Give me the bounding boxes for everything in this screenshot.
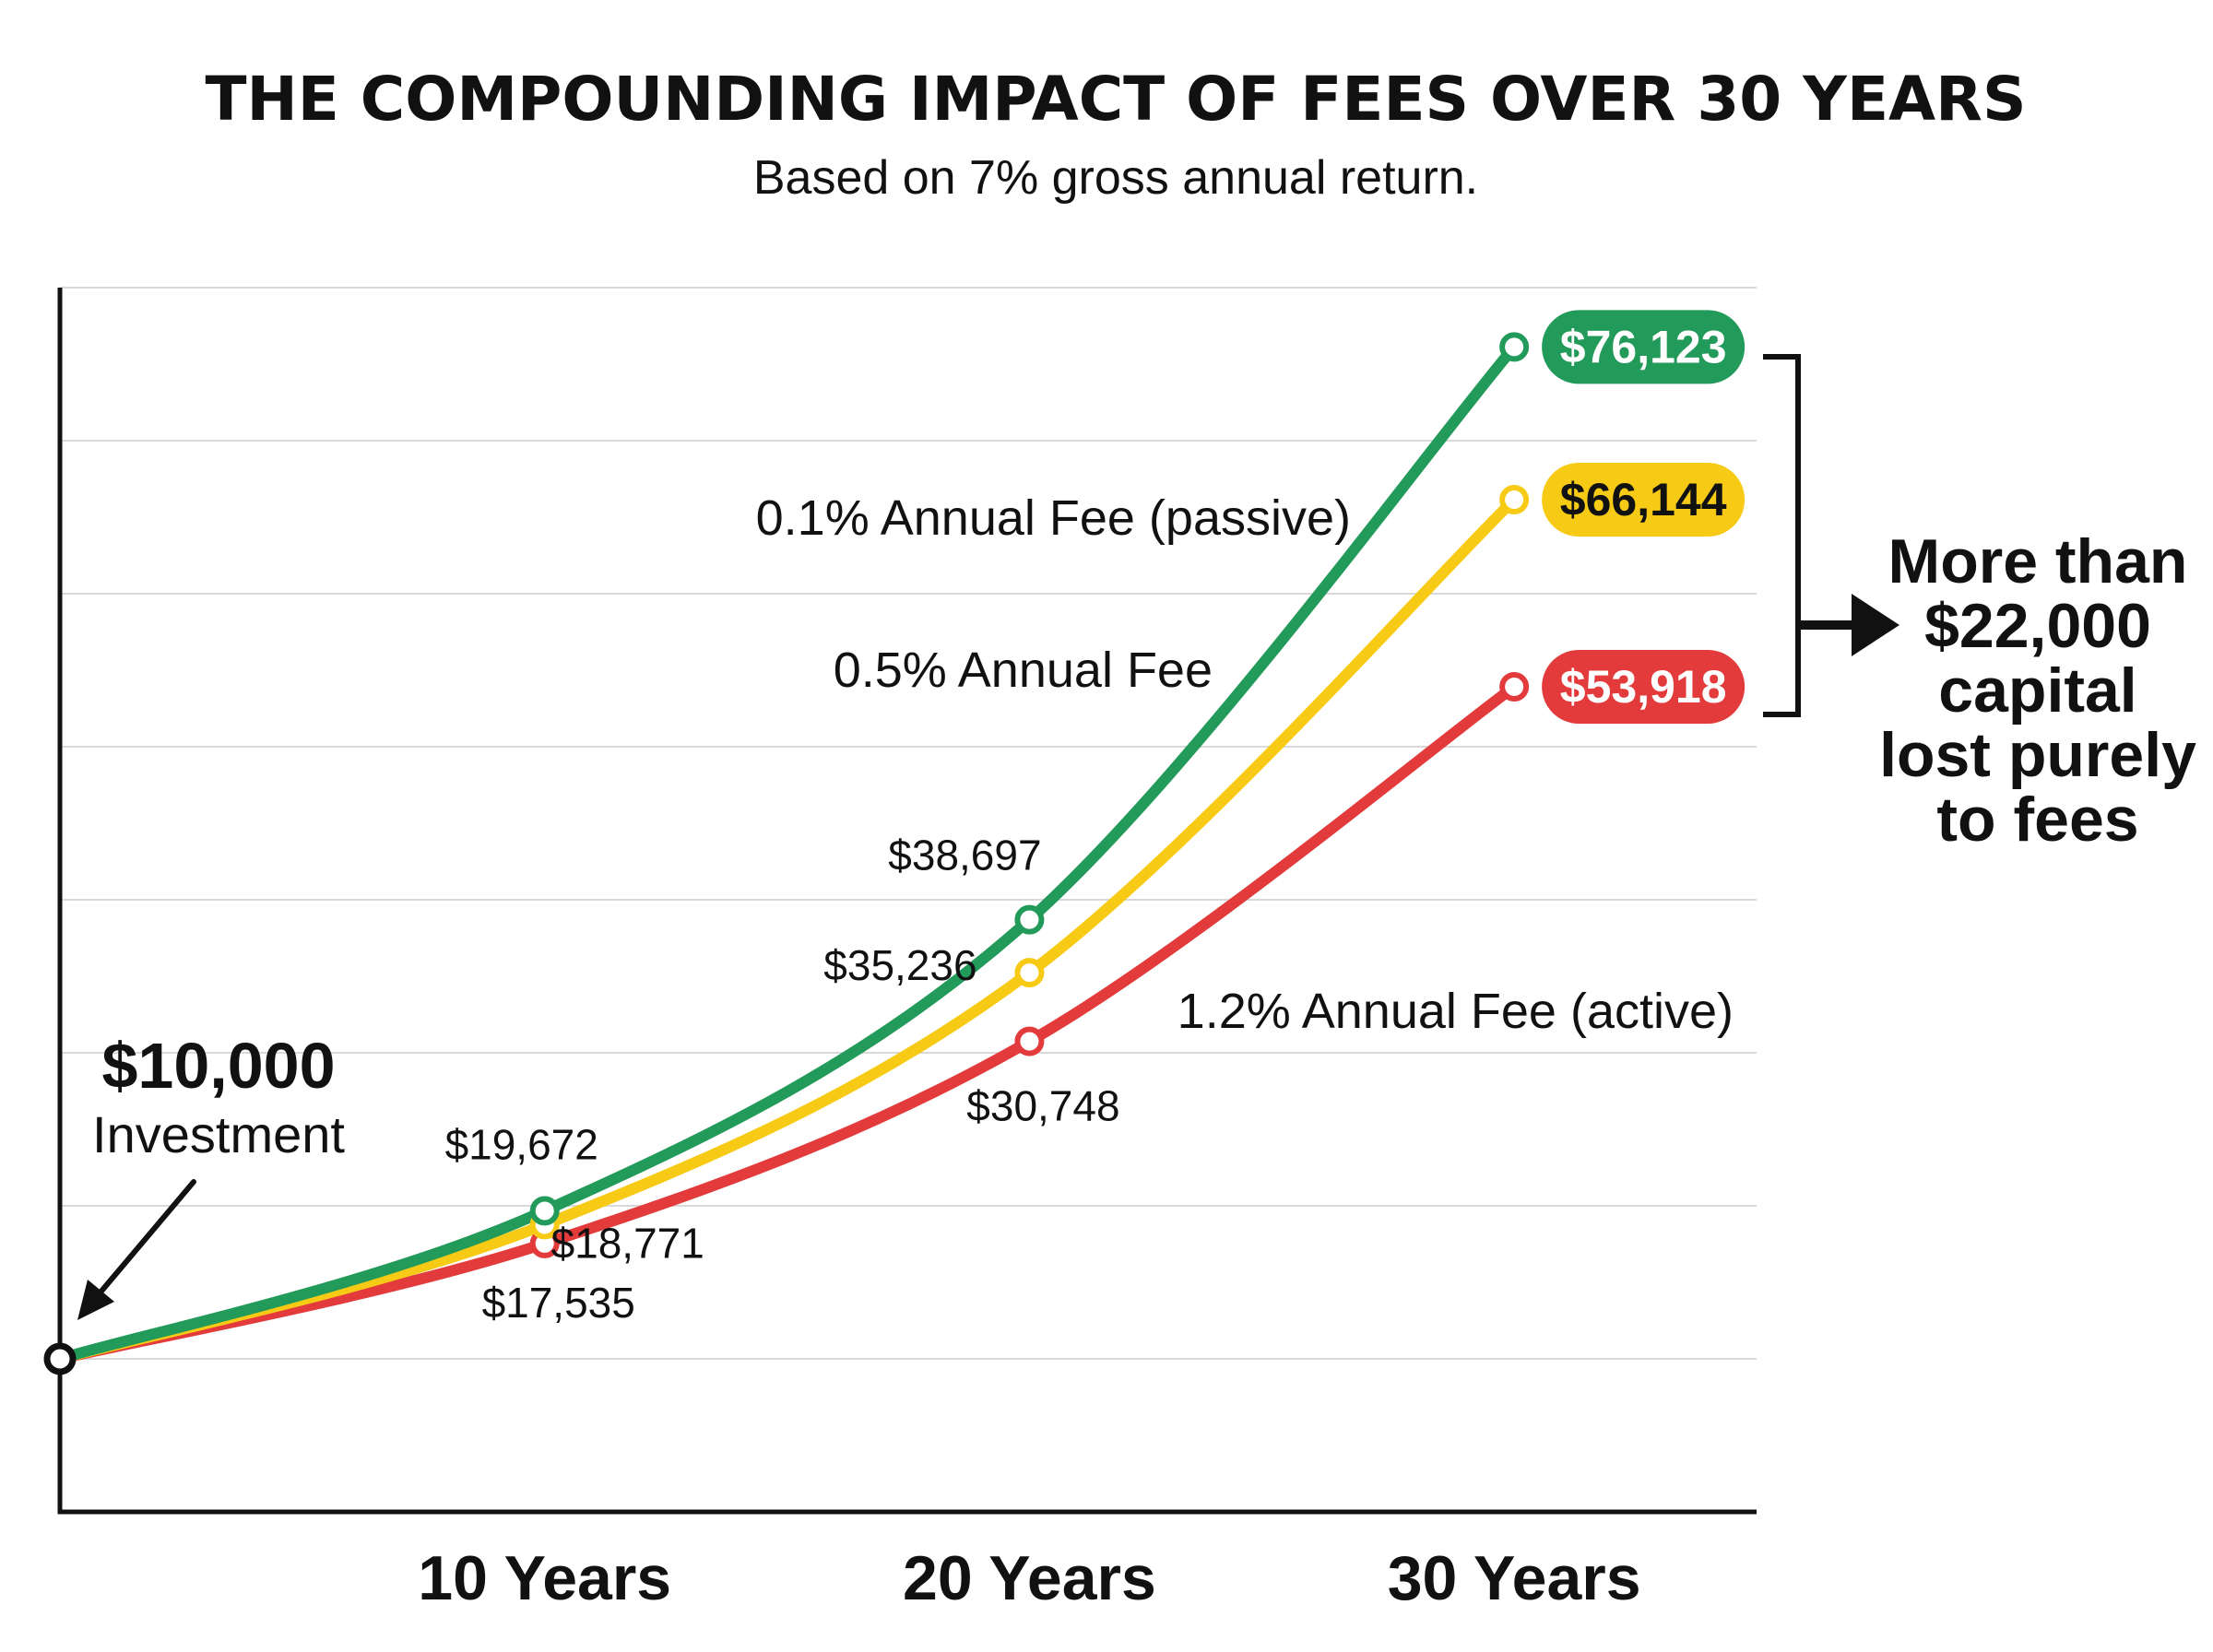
- end-value-badge: [1542, 649, 1746, 724]
- data-label: $30,748: [966, 1082, 1119, 1130]
- series-name-label: 0.5% Annual Fee: [834, 643, 1213, 698]
- grid-lines: [60, 287, 1757, 1360]
- series-line: [54, 681, 1521, 1364]
- start-value-label: $10,000: [101, 1030, 335, 1102]
- chart-subtitle: Based on 7% gross annual return.: [753, 151, 1478, 205]
- annotation-line: More than: [1888, 526, 2188, 596]
- data-point: [529, 1196, 560, 1226]
- end-value-label: $53,918: [1560, 661, 1727, 713]
- x-tick-label: 30 Years: [1388, 1543, 1641, 1613]
- end-value-label: $76,123: [1560, 321, 1727, 372]
- data-labels: $19,672 $38,697 $18,771 $35,236 $17,535 $30,7…: [445, 310, 1746, 1327]
- x-axis-ticks: 10 Years 20 Years 30 Years: [418, 1543, 1640, 1613]
- data-point: [1014, 958, 1045, 988]
- annotation-line: lost purely: [1879, 720, 2196, 790]
- x-tick-label: 10 Years: [418, 1543, 671, 1613]
- series-name-label: 1.2% Annual Fee (active): [1178, 984, 1734, 1039]
- end-value-badge: [1542, 310, 1746, 384]
- data-point: [1499, 485, 1530, 515]
- difference-bracket: [1763, 354, 1899, 717]
- data-label: $38,697: [888, 832, 1041, 879]
- annotation-line: $22,000: [1924, 591, 2151, 661]
- annotation-line: to fees: [1936, 785, 2138, 855]
- series-name-label: 0.1% Annual Fee (passive): [756, 490, 1351, 546]
- start-point: [43, 1342, 77, 1375]
- data-label: $17,535: [482, 1279, 635, 1327]
- end-value-badge: [1542, 463, 1746, 537]
- data-label: $18,771: [551, 1219, 704, 1267]
- series-line: [54, 341, 1521, 1364]
- data-point: [1499, 671, 1530, 702]
- chart-axes: [57, 288, 1757, 1515]
- data-point: [1014, 904, 1045, 935]
- start-investment-label: Investment: [92, 1105, 345, 1163]
- series-lines: [43, 332, 1530, 1375]
- data-point: [1014, 1026, 1045, 1056]
- annotation-line: capital: [1938, 655, 2136, 726]
- data-label: $35,236: [823, 941, 976, 989]
- start-arrow: [77, 1179, 196, 1320]
- x-tick-label: 20 Years: [903, 1543, 1156, 1613]
- chart-title: THE COMPOUNDING IMPACT OF FEES OVER 30 Y…: [205, 64, 2026, 135]
- data-point: [1499, 332, 1530, 362]
- data-label: $19,672: [445, 1120, 598, 1168]
- end-value-label: $66,144: [1560, 474, 1727, 525]
